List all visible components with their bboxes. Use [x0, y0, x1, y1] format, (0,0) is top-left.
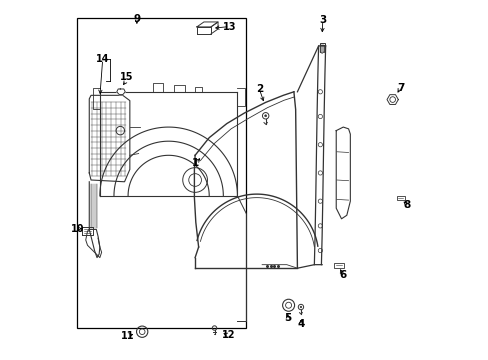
Text: 4: 4 — [297, 319, 304, 329]
Text: 2: 2 — [255, 84, 263, 94]
Text: 14: 14 — [96, 54, 109, 64]
Polygon shape — [117, 89, 125, 95]
Text: 9: 9 — [133, 14, 140, 24]
Text: 10: 10 — [71, 224, 84, 234]
Text: 13: 13 — [223, 22, 236, 32]
Text: 8: 8 — [402, 200, 409, 210]
Bar — [334, 263, 343, 268]
Bar — [319, 44, 324, 45]
Text: 5: 5 — [284, 313, 291, 323]
Bar — [77, 18, 246, 328]
Text: 6: 6 — [338, 270, 346, 280]
Circle shape — [264, 115, 266, 117]
Text: 12: 12 — [222, 330, 235, 340]
Text: 7: 7 — [396, 82, 403, 93]
Circle shape — [300, 306, 301, 308]
Bar — [396, 196, 404, 201]
Text: 15: 15 — [120, 72, 133, 82]
Text: 3: 3 — [319, 15, 326, 25]
Text: 1: 1 — [192, 158, 199, 168]
Text: 11: 11 — [121, 331, 134, 341]
